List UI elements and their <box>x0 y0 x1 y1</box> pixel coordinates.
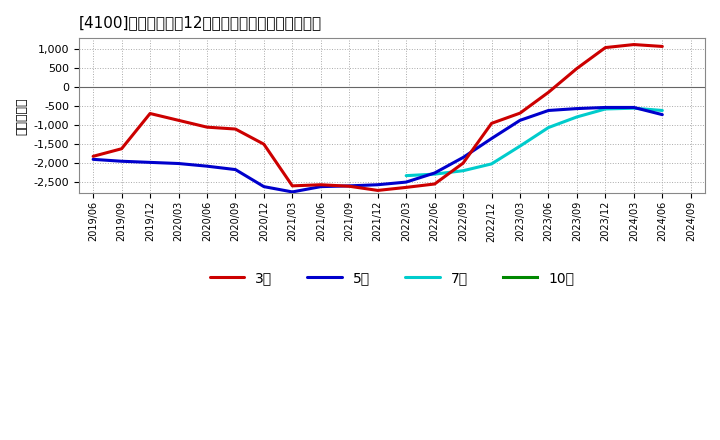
3年 <box>145 111 154 116</box>
Line: 7年: 7年 <box>406 108 662 176</box>
5年 <box>658 112 667 117</box>
5年 <box>544 108 553 113</box>
7年 <box>544 125 553 130</box>
7年 <box>629 106 638 111</box>
5年 <box>601 105 610 110</box>
5年 <box>431 170 439 176</box>
3年 <box>402 185 410 190</box>
3年 <box>374 188 382 193</box>
7年 <box>402 173 410 178</box>
Line: 5年: 5年 <box>93 107 662 192</box>
3年 <box>629 42 638 47</box>
5年 <box>288 189 297 194</box>
7年 <box>459 168 467 173</box>
3年 <box>431 181 439 187</box>
7年 <box>572 114 581 120</box>
3年 <box>572 66 581 71</box>
Legend: 3年, 5年, 7年, 10年: 3年, 5年, 7年, 10年 <box>204 266 580 291</box>
5年 <box>374 182 382 187</box>
7年 <box>516 143 524 149</box>
5年 <box>317 184 325 189</box>
Line: 3年: 3年 <box>93 44 662 191</box>
5年 <box>89 157 97 162</box>
3年 <box>89 154 97 159</box>
5年 <box>516 117 524 123</box>
3年 <box>516 110 524 116</box>
5年 <box>402 180 410 185</box>
7年 <box>431 172 439 177</box>
3年 <box>288 183 297 188</box>
5年 <box>145 160 154 165</box>
3年 <box>658 44 667 49</box>
5年 <box>117 158 126 164</box>
7年 <box>658 108 667 113</box>
5年 <box>629 105 638 110</box>
5年 <box>174 161 183 166</box>
5年 <box>260 184 269 189</box>
3年 <box>260 142 269 147</box>
3年 <box>202 125 211 130</box>
3年 <box>117 146 126 151</box>
3年 <box>459 161 467 166</box>
3年 <box>231 126 240 132</box>
3年 <box>544 90 553 95</box>
3年 <box>487 121 496 126</box>
5年 <box>345 183 354 188</box>
3年 <box>601 45 610 50</box>
5年 <box>459 155 467 160</box>
3年 <box>174 117 183 123</box>
5年 <box>487 136 496 141</box>
5年 <box>572 106 581 111</box>
Y-axis label: （百万円）: （百万円） <box>15 97 28 135</box>
7年 <box>487 161 496 166</box>
Text: [4100]　当期純利益12か月移動合計の平均値の推移: [4100] 当期純利益12か月移動合計の平均値の推移 <box>79 15 322 30</box>
5年 <box>202 164 211 169</box>
3年 <box>345 183 354 189</box>
7年 <box>601 106 610 112</box>
5年 <box>231 167 240 172</box>
3年 <box>317 182 325 187</box>
